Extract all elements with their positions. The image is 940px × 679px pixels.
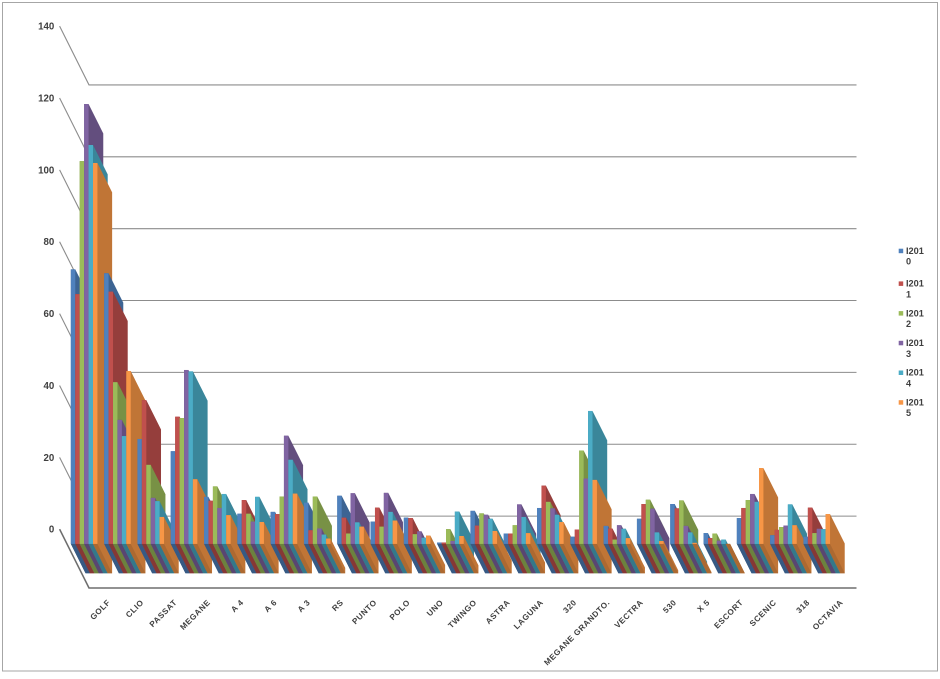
svg-text:2: 2: [906, 319, 911, 329]
svg-text:80: 80: [44, 237, 55, 248]
svg-text:I201: I201: [906, 368, 924, 378]
svg-text:5: 5: [906, 408, 911, 418]
svg-text:20: 20: [44, 453, 55, 464]
svg-text:I201: I201: [906, 338, 924, 348]
svg-text:0: 0: [906, 257, 911, 267]
svg-text:40: 40: [44, 381, 55, 392]
svg-text:100: 100: [38, 165, 54, 176]
svg-text:I201: I201: [906, 397, 924, 407]
svg-text:1: 1: [906, 289, 911, 299]
svg-text:I201: I201: [906, 246, 924, 256]
svg-text:I201: I201: [906, 279, 924, 289]
svg-text:120: 120: [38, 93, 54, 104]
svg-text:140: 140: [38, 22, 54, 33]
svg-text:60: 60: [44, 309, 55, 320]
svg-text:I201: I201: [906, 308, 924, 318]
svg-text:0: 0: [49, 525, 54, 536]
svg-text:4: 4: [906, 379, 912, 389]
svg-text:3: 3: [906, 349, 911, 359]
